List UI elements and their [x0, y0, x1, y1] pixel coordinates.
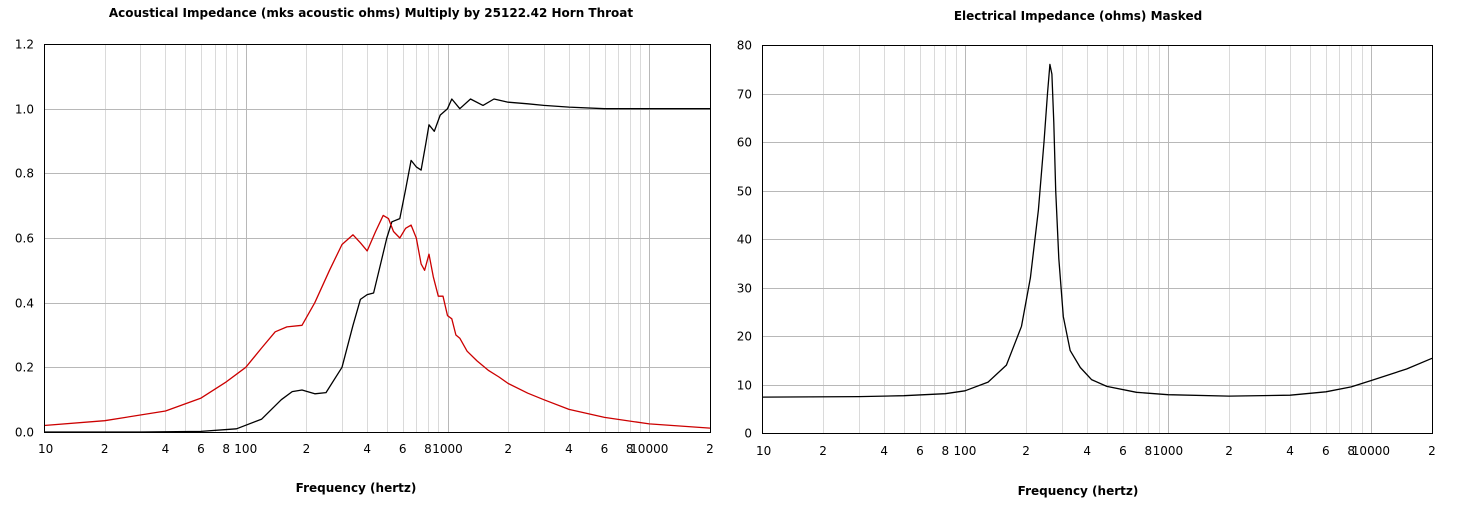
y-tick-label: 30 — [737, 282, 752, 296]
x-tick-label: 8 — [1144, 444, 1152, 458]
y-tick-labels: 0.0 0.2 0.4 0.6 0.8 1.0 1.2 — [15, 38, 34, 440]
series-group — [761, 63, 1433, 398]
x-axis-title: Frequency (hertz) — [296, 481, 417, 495]
x-tick-label: 2 — [1225, 444, 1233, 458]
chart-title: Acoustical Impedance (mks acoustic ohms)… — [109, 6, 634, 20]
x-tick-label: 4 — [363, 442, 371, 456]
y-tick-label: 60 — [737, 136, 752, 150]
x-tick-label: 6 — [1322, 444, 1330, 458]
x-tick-label: 6 — [601, 442, 609, 456]
x-tick-label: 2 — [706, 442, 714, 456]
x-tick-label: 8 — [626, 442, 634, 456]
y-tick-label: 10 — [737, 379, 752, 393]
y-tick-label: 0.8 — [15, 167, 34, 181]
y-tick-label: 20 — [737, 330, 752, 344]
series-line-1 — [43, 214, 711, 429]
x-tick-label: 6 — [916, 444, 924, 458]
plot-border — [762, 45, 1433, 434]
y-tick-label: 40 — [737, 233, 752, 247]
x-tick-label: 1000 — [432, 442, 463, 456]
chart-title: Electrical Impedance (ohms) Masked — [954, 9, 1202, 23]
plot-border — [44, 44, 711, 433]
series-group — [43, 98, 711, 433]
x-axis-title: Frequency (hertz) — [1018, 484, 1139, 498]
y-tick-label: 50 — [737, 185, 752, 199]
x-tick-label: 4 — [1083, 444, 1091, 458]
series-line-0 — [761, 63, 1433, 398]
x-tick-label: 100 — [234, 442, 257, 456]
x-tick-label: 100 — [954, 444, 977, 458]
x-tick-label: 2 — [1022, 444, 1030, 458]
x-tick-label: 8 — [1347, 444, 1355, 458]
y-tick-label: 0 — [744, 427, 752, 441]
y-tick-label: 0.6 — [15, 232, 34, 246]
x-tick-label: 10 — [38, 442, 53, 456]
y-tick-label: 0.2 — [15, 361, 34, 375]
y-tick-label: 0.4 — [15, 297, 34, 311]
series-line-0 — [44, 98, 710, 433]
x-tick-label: 10000 — [630, 442, 668, 456]
y-tick-labels: 0 10 20 30 40 50 60 70 80 — [737, 39, 752, 441]
acoustical-impedance-chart: Acoustical Impedance (mks acoustic ohms)… — [15, 6, 714, 495]
x-tick-label: 8 — [424, 442, 432, 456]
x-tick-label: 10 — [756, 444, 771, 458]
x-tick-label: 8 — [941, 444, 949, 458]
x-tick-label: 6 — [197, 442, 205, 456]
electrical-impedance-chart: Electrical Impedance (ohms) Masked 01020… — [737, 9, 1436, 498]
x-tick-label: 2 — [101, 442, 109, 456]
x-tick-label: 2 — [504, 442, 512, 456]
x-tick-label: 2 — [303, 442, 311, 456]
x-tick-label: 4 — [162, 442, 170, 456]
x-tick-label: 2 — [1428, 444, 1436, 458]
x-tick-label: 4 — [1286, 444, 1294, 458]
y-tick-label: 0.0 — [15, 426, 34, 440]
x-tick-label: 10000 — [1352, 444, 1390, 458]
y-tick-label: 80 — [737, 39, 752, 53]
y-tick-label: 70 — [737, 88, 752, 102]
x-tick-label: 6 — [399, 442, 407, 456]
y-tick-label: 1.2 — [15, 38, 34, 52]
x-tick-label: 6 — [1119, 444, 1127, 458]
x-tick-label: 1000 — [1153, 444, 1184, 458]
x-tick-label: 4 — [565, 442, 573, 456]
x-tick-label: 2 — [819, 444, 827, 458]
x-tick-label: 8 — [222, 442, 230, 456]
x-tick-label: 4 — [880, 444, 888, 458]
y-tick-label: 1.0 — [15, 103, 34, 117]
